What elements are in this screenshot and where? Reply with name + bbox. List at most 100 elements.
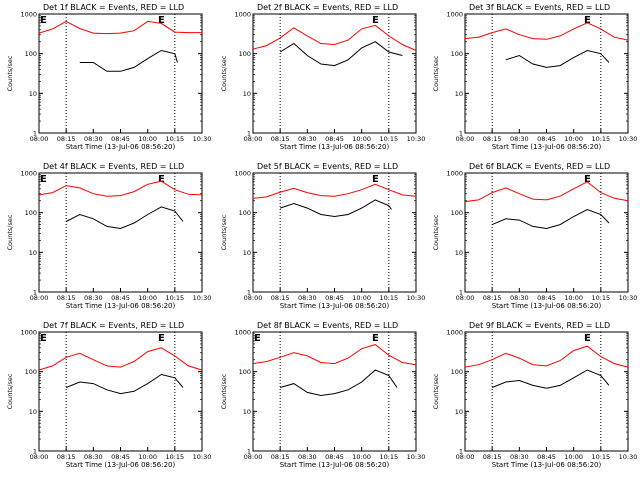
x-tick-label: 08:30 — [84, 453, 103, 461]
x-tick-label: 08:00 — [456, 294, 475, 302]
x-tick-label: 10:30 — [619, 294, 638, 302]
marker-left: E — [40, 333, 47, 344]
x-axis-label: Start Time (13-Jul-06 08:56:20) — [280, 143, 390, 151]
x-tick-label: 08:45 — [537, 453, 556, 461]
marker-right: E — [372, 15, 379, 26]
y-tick-label: 100 — [239, 50, 251, 58]
y-tick-label: 100 — [239, 209, 251, 217]
x-tick-label: 10:15 — [379, 294, 398, 302]
x-tick-label: 10:15 — [165, 453, 184, 461]
x-tick-label: 08:00 — [30, 453, 49, 461]
x-tick-label: 08:15 — [57, 453, 76, 461]
y-tick-label: 10 — [455, 90, 463, 98]
y-axis-label: Counts/sec — [6, 214, 14, 250]
x-tick-label: 08:15 — [57, 135, 76, 143]
y-tick-label: 1 — [459, 289, 463, 297]
chart-panel: Det 6f BLACK = Events, RED = LLD 08:00 08:… — [432, 162, 637, 310]
x-tick-label: 10:30 — [619, 135, 638, 143]
y-axis-label: Counts/sec — [6, 373, 14, 409]
chart-title: Det 6f BLACK = Events, RED = LLD — [469, 162, 610, 171]
y-tick-label: 100 — [25, 368, 37, 376]
chart-title: Det 4f BLACK = Events, RED = LLD — [43, 162, 184, 171]
x-tick-label: 10:00 — [564, 453, 583, 461]
chart-panel: Det 9f BLACK = Events, RED = LLD 08:00 08:… — [432, 321, 637, 469]
x-axis-label: Start Time (13-Jul-06 08:56:20) — [66, 143, 176, 151]
chart-title: Det 3f BLACK = Events, RED = LLD — [469, 3, 610, 12]
y-tick-label: 10 — [29, 408, 37, 416]
chart-panel: Det 2f BLACK = Events, RED = LLD 08:00 08:… — [220, 3, 425, 151]
y-tick-label: 1000 — [234, 170, 251, 178]
chart-title: Det 8f BLACK = Events, RED = LLD — [257, 321, 398, 330]
x-tick-label: 08:00 — [244, 135, 263, 143]
y-tick-label: 100 — [451, 209, 463, 217]
y-axis-label: Counts/sec — [220, 373, 228, 409]
x-tick-label: 08:30 — [510, 453, 529, 461]
y-axis-label: Counts/sec — [432, 373, 440, 409]
y-tick-label: 1000 — [20, 170, 37, 178]
chart-panel: Det 8f BLACK = Events, RED = LLD 08:00 08:… — [220, 321, 425, 469]
x-tick-label: 08:45 — [537, 294, 556, 302]
plot-frame — [252, 13, 417, 134]
x-tick-label: 08:45 — [325, 135, 344, 143]
y-tick-label: 1000 — [20, 329, 37, 337]
plot-frame — [464, 331, 629, 452]
y-axis-label: Counts/sec — [432, 214, 440, 250]
chart-title: Det 2f BLACK = Events, RED = LLD — [257, 3, 398, 12]
marker-right: E — [584, 174, 591, 185]
series-line-lld — [38, 20, 202, 35]
series-line-lld — [464, 345, 629, 368]
series-line-lld — [252, 344, 417, 366]
y-tick-label: 1 — [33, 289, 37, 297]
chart-title: Det 1f BLACK = Events, RED = LLD — [43, 3, 184, 12]
y-tick-label: 10 — [29, 90, 37, 98]
plot-frame — [38, 331, 203, 452]
y-tick-label: 1000 — [234, 329, 251, 337]
x-axis-label: Start Time (13-Jul-06 08:56:20) — [280, 302, 390, 310]
chart-panel: Det 3f BLACK = Events, RED = LLD 08:00 08:… — [432, 3, 637, 151]
x-tick-label: 08:00 — [244, 294, 263, 302]
plot-frame — [252, 331, 417, 452]
marker-right: E — [372, 174, 379, 185]
x-tick-label: 08:30 — [510, 294, 529, 302]
x-tick-label: 08:30 — [84, 294, 103, 302]
y-tick-label: 100 — [239, 368, 251, 376]
y-tick-label: 10 — [243, 249, 251, 257]
y-axis-label: Counts/sec — [6, 55, 14, 91]
marker-right: E — [372, 333, 379, 344]
x-tick-label: 10:00 — [138, 453, 157, 461]
y-tick-label: 10 — [243, 90, 251, 98]
x-tick-label: 10:30 — [193, 135, 212, 143]
y-tick-label: 100 — [25, 50, 37, 58]
y-tick-label: 1000 — [446, 11, 463, 19]
series-line-lld — [252, 183, 417, 199]
y-tick-label: 1000 — [446, 170, 463, 178]
x-tick-label: 08:15 — [483, 135, 502, 143]
x-tick-label: 10:00 — [352, 294, 371, 302]
x-tick-label: 08:30 — [298, 294, 317, 302]
y-tick-label: 100 — [451, 50, 463, 58]
series-line-events — [280, 369, 398, 397]
marker-right: E — [584, 15, 591, 26]
series-line-events — [492, 208, 610, 230]
series-line-events — [492, 369, 610, 389]
series-line-events — [280, 199, 392, 218]
x-tick-label: 08:15 — [271, 135, 290, 143]
marker-right: E — [158, 15, 165, 26]
series-line-events — [66, 373, 184, 395]
x-tick-label: 10:30 — [193, 294, 212, 302]
x-tick-label: 08:15 — [483, 294, 502, 302]
series-line-lld — [252, 24, 417, 51]
x-axis-label: Start Time (13-Jul-06 08:56:20) — [66, 461, 176, 469]
y-tick-label: 1 — [247, 130, 251, 138]
x-tick-label: 10:15 — [591, 135, 610, 143]
x-tick-label: 10:00 — [138, 135, 157, 143]
chart-title: Det 9f BLACK = Events, RED = LLD — [469, 321, 610, 330]
y-tick-label: 100 — [25, 209, 37, 217]
x-tick-label: 08:45 — [111, 294, 130, 302]
y-tick-label: 10 — [29, 249, 37, 257]
x-tick-label: 08:30 — [510, 135, 529, 143]
x-tick-label: 08:45 — [537, 135, 556, 143]
x-tick-label: 10:15 — [591, 294, 610, 302]
x-tick-label: 10:15 — [379, 453, 398, 461]
x-tick-label: 08:00 — [244, 453, 263, 461]
